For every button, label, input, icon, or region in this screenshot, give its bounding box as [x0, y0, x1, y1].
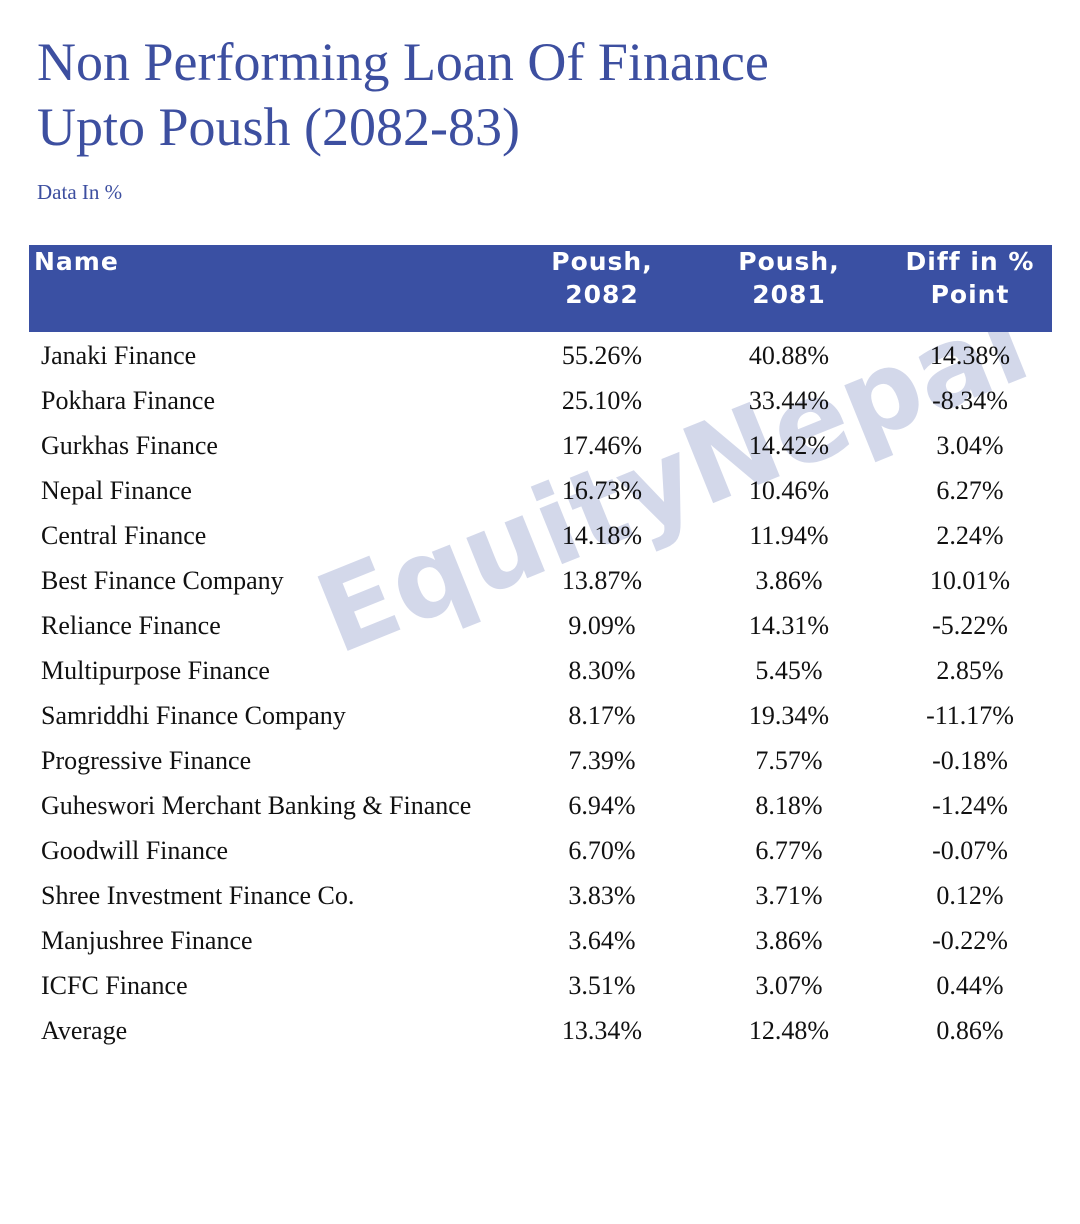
cell-value: 3.86%: [755, 926, 823, 955]
cell-value: 14.31%: [748, 611, 830, 640]
row-name: Best Finance Company: [41, 566, 284, 595]
cell-value: 7.39%: [568, 746, 636, 775]
cell-value: 0.12%: [936, 881, 1004, 910]
cell-value: 0.44%: [936, 971, 1004, 1000]
cell-value: 13.34%: [561, 1016, 643, 1045]
column-header: Diff in %: [905, 247, 1035, 276]
row-name: Nepal Finance: [41, 476, 192, 505]
row-name: Pokhara Finance: [41, 386, 216, 415]
cell-value: 2.24%: [936, 521, 1004, 550]
column-header: Poush,: [738, 247, 840, 276]
cell-value: 3.51%: [568, 971, 636, 1000]
cell-value: 10.01%: [929, 566, 1011, 595]
cell-value: 25.10%: [561, 386, 643, 415]
cell-value: -0.07%: [932, 836, 1008, 865]
column-header: Name: [34, 247, 119, 276]
row-name: Shree Investment Finance Co.: [41, 881, 355, 910]
row-name: ICFC Finance: [41, 971, 188, 1000]
title: Upto Poush (2082-83): [37, 97, 520, 157]
cell-value: 8.18%: [755, 791, 823, 820]
cell-value: -8.34%: [932, 386, 1008, 415]
row-name: Central Finance: [41, 521, 207, 550]
cell-value: -5.22%: [932, 611, 1008, 640]
row-name: Average: [41, 1016, 128, 1045]
header-bar: [29, 245, 1052, 332]
cell-value: 3.86%: [755, 566, 823, 595]
cell-value: 5.45%: [755, 656, 823, 685]
cell-value: 11.94%: [749, 521, 829, 550]
cell-value: 0.86%: [936, 1016, 1004, 1045]
cell-value: -1.24%: [932, 791, 1008, 820]
cell-value: 3.64%: [568, 926, 636, 955]
row-name: Manjushree Finance: [41, 926, 253, 955]
row-name: Gurkhas Finance: [41, 431, 218, 460]
column-header: 2081: [752, 280, 826, 309]
cell-value: 3.71%: [755, 881, 823, 910]
row-name: Multipurpose Finance: [41, 656, 270, 685]
row-name: Reliance Finance: [41, 611, 221, 640]
cell-value: 8.17%: [568, 701, 636, 730]
cell-value: 6.27%: [936, 476, 1004, 505]
column-header: 2082: [565, 280, 639, 309]
cell-value: 9.09%: [568, 611, 636, 640]
cell-value: -0.22%: [932, 926, 1008, 955]
title: Non Performing Loan Of Finance: [37, 32, 769, 92]
cell-value: 14.18%: [561, 521, 643, 550]
row-name: Goodwill Finance: [41, 836, 229, 865]
row-name: Janaki Finance: [41, 341, 197, 370]
cell-value: 19.34%: [748, 701, 830, 730]
column-header: Point: [930, 280, 1010, 309]
cell-value: 10.46%: [748, 476, 830, 505]
cell-value: 6.77%: [755, 836, 823, 865]
cell-value: 3.83%: [568, 881, 636, 910]
cell-value: 14.38%: [929, 341, 1011, 370]
cell-value: 6.94%: [568, 791, 636, 820]
cell-value: 7.57%: [755, 746, 823, 775]
cell-value: 8.30%: [568, 656, 636, 685]
cell-value: 2.85%: [936, 656, 1004, 685]
cell-value: 55.26%: [561, 341, 643, 370]
cell-value: 6.70%: [568, 836, 636, 865]
column-header: Poush,: [551, 247, 653, 276]
cell-value: 40.88%: [748, 341, 830, 370]
cell-value: -11.17%: [926, 701, 1014, 730]
cell-value: -0.18%: [932, 746, 1008, 775]
cell-value: 3.04%: [936, 431, 1004, 460]
row-name: Guheswori Merchant Banking & Finance: [41, 791, 472, 820]
cell-value: 12.48%: [748, 1016, 830, 1045]
row-name: Samriddhi Finance Company: [41, 701, 346, 730]
row-name: Progressive Finance: [41, 746, 252, 775]
cell-value: 16.73%: [561, 476, 643, 505]
cell-value: 17.46%: [561, 431, 643, 460]
cell-value: 14.42%: [748, 431, 830, 460]
cell-value: 13.87%: [561, 566, 643, 595]
cell-value: 3.07%: [755, 971, 823, 1000]
cell-value: 33.44%: [748, 386, 830, 415]
note: Data In %: [37, 180, 123, 204]
